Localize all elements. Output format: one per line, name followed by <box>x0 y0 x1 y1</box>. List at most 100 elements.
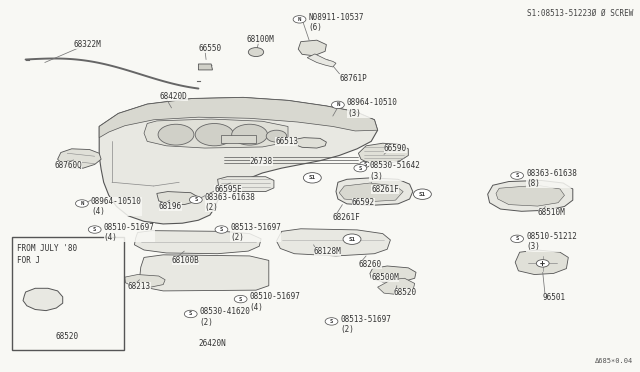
Text: 68760Q: 68760Q <box>54 161 82 170</box>
Polygon shape <box>496 185 564 206</box>
Text: S: S <box>363 162 367 167</box>
Polygon shape <box>125 275 165 287</box>
Text: S: S <box>330 319 333 324</box>
Polygon shape <box>99 97 378 224</box>
Circle shape <box>88 226 101 233</box>
Text: 96501: 96501 <box>543 293 566 302</box>
Text: 68128M: 68128M <box>314 247 341 256</box>
Text: 66550: 66550 <box>198 44 221 53</box>
Text: 66590: 66590 <box>384 144 407 153</box>
Polygon shape <box>336 178 413 205</box>
Polygon shape <box>99 97 378 138</box>
Polygon shape <box>276 229 390 256</box>
Text: 08510-51697
(4): 08510-51697 (4) <box>104 223 154 242</box>
Circle shape <box>76 200 88 207</box>
Polygon shape <box>307 54 336 67</box>
Text: 68260: 68260 <box>358 260 381 269</box>
Circle shape <box>189 196 202 203</box>
Text: S1: S1 <box>349 237 355 242</box>
Text: S: S <box>194 197 198 202</box>
Text: Δ685∗0.04: Δ685∗0.04 <box>595 358 634 364</box>
Text: 68520: 68520 <box>394 288 417 296</box>
Text: S: S <box>189 311 193 317</box>
Text: S1:08513-51223Ø Ø SCREW: S1:08513-51223Ø Ø SCREW <box>527 9 634 18</box>
Polygon shape <box>58 149 101 168</box>
Polygon shape <box>134 231 261 254</box>
Text: S: S <box>515 236 519 241</box>
Text: 26420N: 26420N <box>198 339 226 348</box>
Circle shape <box>266 130 287 142</box>
Text: 08363-61638
(2): 08363-61638 (2) <box>205 193 255 212</box>
Circle shape <box>234 295 247 303</box>
Polygon shape <box>370 266 416 282</box>
Circle shape <box>343 234 361 244</box>
Text: 08530-51642
(3): 08530-51642 (3) <box>369 161 420 181</box>
Text: S: S <box>358 166 362 171</box>
Text: 68213: 68213 <box>128 282 151 291</box>
Polygon shape <box>140 255 269 291</box>
Bar <box>12 237 124 350</box>
Text: 68196: 68196 <box>159 202 182 211</box>
Text: 08363-61638
(8): 08363-61638 (8) <box>526 169 577 188</box>
Text: 68420D: 68420D <box>160 92 188 101</box>
Text: 08513-51697
(2): 08513-51697 (2) <box>340 315 391 334</box>
Circle shape <box>536 260 549 267</box>
Text: FROM JULY '80
FOR J: FROM JULY '80 FOR J <box>17 244 77 265</box>
Text: 08510-51697
(4): 08510-51697 (4) <box>250 292 300 312</box>
Polygon shape <box>358 143 408 164</box>
Text: 68261F: 68261F <box>371 185 399 194</box>
Polygon shape <box>378 278 415 295</box>
Circle shape <box>360 161 370 167</box>
Text: 08510-51212
(3): 08510-51212 (3) <box>526 232 577 251</box>
Text: S1: S1 <box>419 192 426 197</box>
Text: 68520: 68520 <box>56 332 79 341</box>
Circle shape <box>184 310 197 318</box>
Text: S1: S1 <box>309 175 316 180</box>
Text: 68261F: 68261F <box>333 213 360 222</box>
Text: N08911-10537
(6): N08911-10537 (6) <box>308 13 364 32</box>
Text: 66592: 66592 <box>352 198 375 207</box>
Polygon shape <box>488 180 573 211</box>
Circle shape <box>511 172 524 179</box>
Polygon shape <box>198 64 212 70</box>
Text: 68500M: 68500M <box>371 273 399 282</box>
Polygon shape <box>157 192 197 205</box>
Text: S: S <box>239 296 243 302</box>
Text: 66513: 66513 <box>275 137 298 146</box>
Text: S: S <box>220 227 223 232</box>
Circle shape <box>195 124 234 146</box>
Polygon shape <box>23 288 63 311</box>
Polygon shape <box>294 138 326 148</box>
Text: N: N <box>298 17 301 22</box>
Text: +: + <box>540 259 545 268</box>
Polygon shape <box>515 250 568 275</box>
Polygon shape <box>339 183 403 202</box>
Circle shape <box>332 101 344 109</box>
Text: 66595E: 66595E <box>214 185 242 194</box>
Text: 26738: 26738 <box>250 157 273 166</box>
Text: N: N <box>336 102 340 108</box>
Polygon shape <box>218 177 274 192</box>
Text: N: N <box>80 201 84 206</box>
Circle shape <box>248 48 264 57</box>
Circle shape <box>413 189 431 199</box>
Text: S: S <box>93 227 97 232</box>
Text: 68100M: 68100M <box>246 35 274 44</box>
Polygon shape <box>298 40 326 56</box>
Text: 08964-10510
(4): 08964-10510 (4) <box>91 197 141 216</box>
Text: 08530-41620
(2): 08530-41620 (2) <box>200 307 250 327</box>
Circle shape <box>215 226 228 233</box>
Text: 08513-51697
(2): 08513-51697 (2) <box>230 223 281 242</box>
Text: 08964-10510
(3): 08964-10510 (3) <box>347 98 397 118</box>
Circle shape <box>303 173 321 183</box>
Circle shape <box>354 164 367 172</box>
Polygon shape <box>221 135 256 143</box>
Text: S: S <box>515 173 519 178</box>
Circle shape <box>293 16 306 23</box>
Circle shape <box>232 124 268 145</box>
Text: 68100B: 68100B <box>172 256 199 265</box>
Text: 68761P: 68761P <box>339 74 367 83</box>
Circle shape <box>325 318 338 325</box>
Circle shape <box>158 124 194 145</box>
Text: 68322M: 68322M <box>74 40 101 49</box>
